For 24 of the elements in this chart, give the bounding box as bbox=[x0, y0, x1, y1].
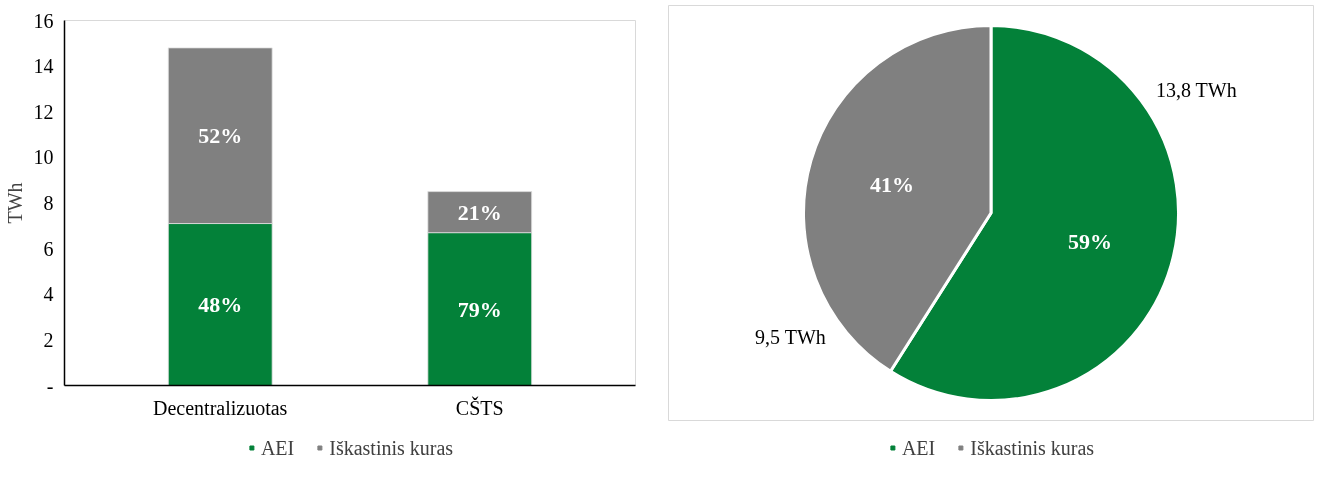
y-axis-title: TWh bbox=[3, 182, 26, 224]
data-label: 41% bbox=[869, 171, 914, 197]
annotation: 79% bbox=[457, 296, 502, 322]
y-tick-label: 8 bbox=[43, 192, 54, 214]
x-tick-label: CŠTS bbox=[455, 395, 504, 419]
legend-label: AEI bbox=[260, 436, 295, 459]
y-tick-label: 16 bbox=[33, 9, 54, 32]
y-tick-label: 4 bbox=[43, 283, 54, 306]
text: 9,5 TWh bbox=[755, 325, 826, 348]
y-tick-label: - bbox=[46, 374, 54, 397]
annotation: 48% bbox=[198, 292, 243, 318]
y-tick-label: 12 bbox=[33, 100, 54, 123]
x-tick-label: Decentralizuotas bbox=[153, 396, 288, 419]
y-tick-label: 6 bbox=[43, 237, 54, 260]
text: 13,8 TWh bbox=[1155, 78, 1237, 101]
legend-label: Iškastinis kuras bbox=[329, 436, 454, 459]
legend-label: AEI bbox=[901, 436, 936, 459]
y-tick-label: 10 bbox=[33, 146, 54, 169]
y-tick-label: 2 bbox=[43, 328, 54, 351]
annotation: 52% bbox=[198, 123, 243, 149]
y-tick-label: 14 bbox=[33, 55, 54, 78]
legend-label: Iškastinis kuras bbox=[970, 436, 1095, 459]
data-label: 59% bbox=[1068, 229, 1113, 255]
annotation: 21% bbox=[457, 199, 502, 225]
